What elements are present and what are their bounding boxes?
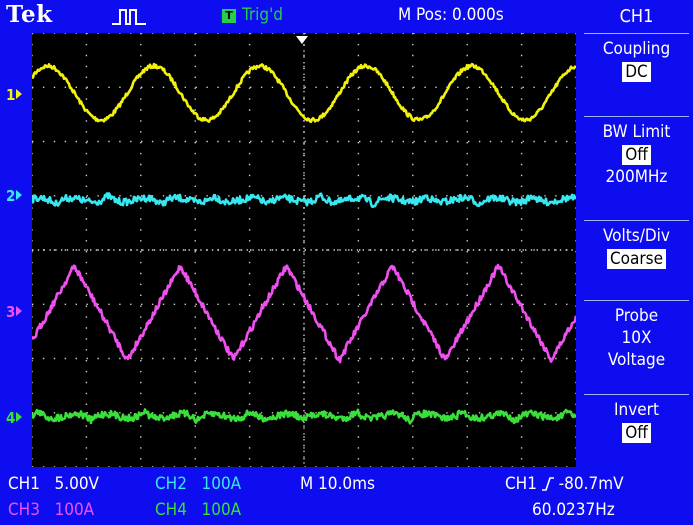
ch4-ground-marker: 4 <box>6 409 23 427</box>
coupling-button[interactable]: Coupling DC <box>584 33 689 114</box>
ch4-trace <box>32 408 576 425</box>
volts-div-label: Volts/Div <box>603 226 670 246</box>
volts-div-value: Coarse <box>606 249 667 269</box>
trigger-readout: CH1 -80.7mV <box>505 474 624 494</box>
bw-limit-value: Off <box>622 145 651 165</box>
ch2-ground-marker: 2 <box>6 187 23 205</box>
bw-limit-frequency: 200MHz <box>605 167 668 187</box>
bw-limit-button[interactable]: BW Limit Off 200MHz <box>584 116 689 217</box>
invert-label: Invert <box>614 400 659 420</box>
grid-overlay <box>32 33 576 467</box>
probe-type: Voltage <box>607 350 666 370</box>
graticule <box>32 33 576 467</box>
brand-logo: Tek <box>6 1 53 28</box>
trigger-icon: T <box>222 9 236 23</box>
ch4-readout: CH4 100A <box>155 500 242 520</box>
invert-button[interactable]: Invert Off <box>584 394 689 467</box>
coupling-label: Coupling <box>602 39 671 59</box>
waveform-area <box>32 62 576 425</box>
ch2-trace <box>32 192 576 209</box>
trigger-frequency: 60.0237Hz <box>532 500 615 520</box>
probe-label: Probe <box>614 306 659 326</box>
ch1-trace <box>32 62 576 123</box>
invert-value: Off <box>622 423 651 443</box>
trigger-status: Trig'd <box>242 5 283 25</box>
ch2-readout: CH2 100A <box>155 474 242 494</box>
ch3-readout: CH3 100A <box>8 500 95 520</box>
ch3-trace <box>32 263 576 364</box>
timebase-readout: M 10.0ms <box>300 474 375 494</box>
trigger-position-marker <box>296 36 308 44</box>
menu-title: CH1 <box>619 6 654 27</box>
coupling-value: DC <box>622 62 651 82</box>
ch1-readout: CH1 5.00V <box>8 474 100 494</box>
horizontal-position: M Pos: 0.000s <box>398 5 504 25</box>
ch1-ground-marker: 1 <box>6 86 23 104</box>
volts-div-button[interactable]: Volts/Div Coarse <box>584 220 689 297</box>
rising-edge-icon <box>541 477 554 491</box>
status-bar: Tek T Trig'd M Pos: 0.000s <box>0 0 580 33</box>
ch3-ground-marker: 3 <box>6 303 23 321</box>
trigger-level: -80.7mV <box>558 474 624 494</box>
side-menu: CH1 Coupling DC BW Limit Off 200MHz Volt… <box>580 0 693 525</box>
pulse-waveform-icon <box>112 9 146 25</box>
probe-attenuation: 10X <box>621 328 652 348</box>
trigger-source: CH1 <box>505 474 537 494</box>
bw-limit-label: BW Limit <box>602 122 671 142</box>
probe-button[interactable]: Probe 10X Voltage <box>584 300 689 391</box>
